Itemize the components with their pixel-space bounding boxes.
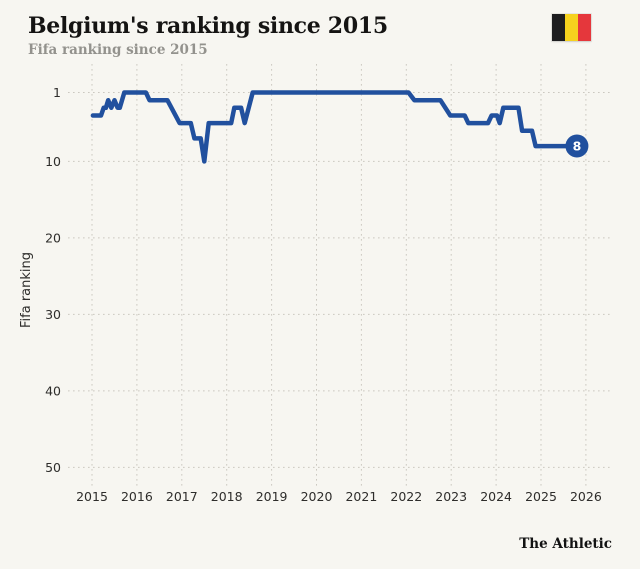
y-tick-label: 30 <box>45 307 61 322</box>
ranking-line <box>90 90 580 164</box>
y-axis-title: Fifa ranking <box>19 252 34 328</box>
y-tick-label: 40 <box>45 383 61 398</box>
flag-stripe-red <box>578 14 591 41</box>
end-marker-label: 8 <box>573 139 582 154</box>
x-tick-label: 2021 <box>345 489 377 504</box>
y-tick-label: 1 <box>53 85 61 100</box>
x-tick-label: 2025 <box>525 489 557 504</box>
x-tick-label: 2020 <box>301 489 333 504</box>
x-tick-label: 2024 <box>480 489 512 504</box>
x-tick-label: 2018 <box>211 489 243 504</box>
x-tick-label: 2016 <box>121 489 153 504</box>
y-tick-label: 20 <box>45 230 61 245</box>
x-tick-label: 2023 <box>435 489 467 504</box>
x-tick-label: 2026 <box>570 489 602 504</box>
end-marker <box>565 134 589 158</box>
x-tick-label: 2017 <box>166 489 198 504</box>
y-tick-label: 50 <box>45 460 61 475</box>
flag-stripe-black <box>552 14 565 41</box>
page-title: Belgium's ranking since 2015 <box>28 13 388 39</box>
flag-stripe-yellow <box>565 14 578 41</box>
x-tick-label: 2015 <box>76 489 108 504</box>
page-subtitle: Fifa ranking since 2015 <box>28 42 208 58</box>
y-tick-label: 10 <box>45 154 61 169</box>
x-tick-label: 2022 <box>390 489 422 504</box>
brand-the-athletic: The Athletic <box>519 536 612 552</box>
x-tick-label: 2019 <box>256 489 288 504</box>
belgium-flag-icon <box>552 14 591 41</box>
